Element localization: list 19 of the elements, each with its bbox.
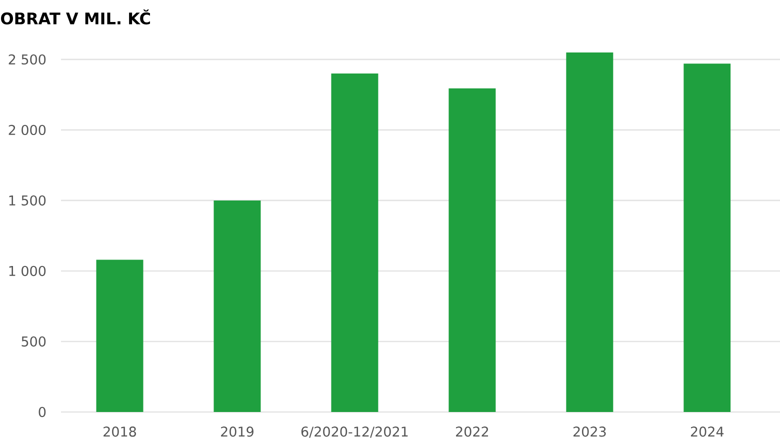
x-tick-label: 2023 bbox=[573, 426, 606, 437]
bar bbox=[448, 88, 496, 412]
x-tick-label: 2022 bbox=[456, 426, 488, 437]
x-tick-label: 2018 bbox=[104, 426, 136, 437]
y-tick-label: 0 bbox=[38, 406, 46, 418]
x-tick-label: 6/2020-12/2021 bbox=[301, 426, 408, 438]
y-tick-label: 1 000 bbox=[9, 266, 46, 276]
y-tick-label: 2 000 bbox=[8, 124, 46, 136]
chart-title: OBRAT V MIL. KČ bbox=[1, 9, 150, 25]
y-tick-label: 500 bbox=[22, 336, 46, 347]
bar bbox=[214, 200, 261, 412]
bar bbox=[684, 64, 731, 412]
bar bbox=[96, 260, 144, 412]
x-tick-label: 2019 bbox=[221, 426, 254, 437]
y-tick-label: 2 500 bbox=[8, 54, 46, 65]
y-tick-label: 1 500 bbox=[9, 195, 46, 206]
x-tick-label: 2024 bbox=[690, 426, 724, 437]
bar bbox=[566, 52, 614, 412]
bar bbox=[331, 74, 378, 412]
